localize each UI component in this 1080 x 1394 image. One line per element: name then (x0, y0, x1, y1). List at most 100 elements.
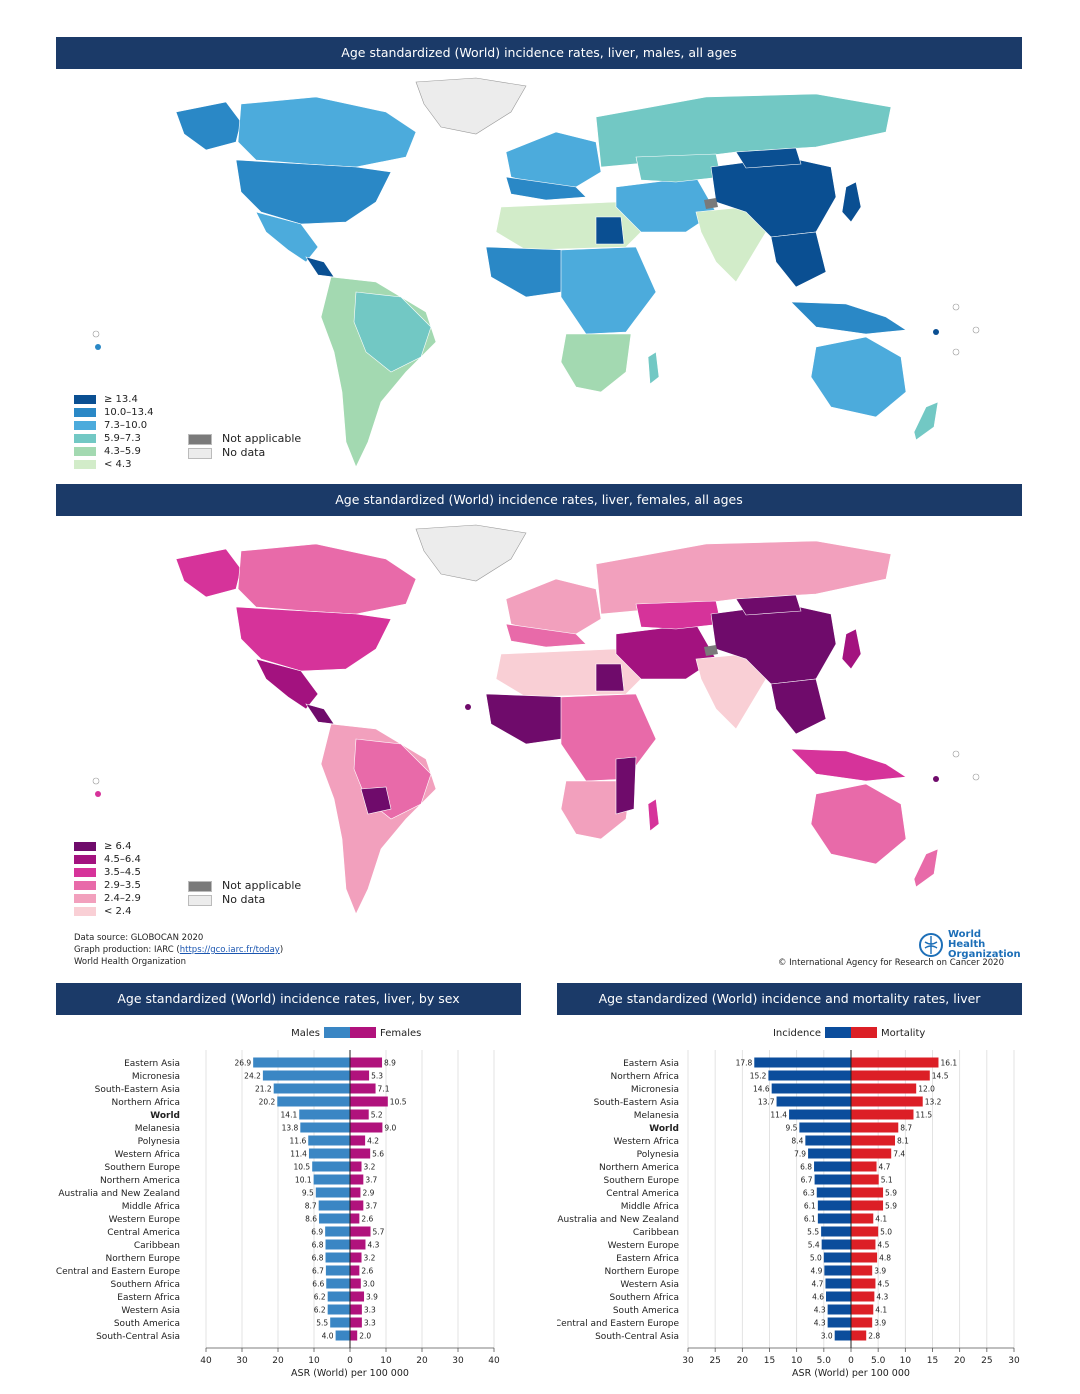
legend-swatch (74, 907, 96, 916)
canada-shape (237, 543, 417, 615)
value-label: 13.2 (925, 1098, 942, 1107)
indonesia-shape (790, 748, 907, 782)
value-label: 3.9 (874, 1267, 886, 1276)
category-label: Northern America (100, 1176, 180, 1186)
value-label: 2.0 (359, 1332, 371, 1341)
value-label: 10.5 (293, 1163, 310, 1172)
central-america-shape (305, 703, 335, 725)
value-label: 10.1 (295, 1176, 312, 1185)
bar-mortality (851, 1317, 873, 1328)
females-world-map (92, 524, 980, 915)
bar-females (350, 1291, 365, 1302)
value-label: 9.0 (384, 1124, 396, 1133)
legend-swatch (74, 894, 96, 903)
australia-shape (810, 336, 907, 418)
legend-item: 5.9–7.3 (74, 432, 154, 445)
bar-males (318, 1200, 350, 1211)
value-label: 8.4 (791, 1137, 803, 1146)
value-label: 9.5 (302, 1189, 314, 1198)
bar-females (350, 1265, 360, 1276)
value-label: 6.8 (312, 1254, 324, 1263)
x-tick-label: 10 (380, 1356, 392, 1366)
bar-incidence (805, 1135, 851, 1146)
value-label: 5.0 (810, 1254, 822, 1263)
bar-males (315, 1187, 350, 1198)
canada-shape (237, 96, 417, 168)
bar-incidence (824, 1265, 851, 1276)
value-label: 2.6 (361, 1215, 373, 1224)
bar-males (277, 1096, 350, 1107)
value-label: 6.2 (314, 1306, 326, 1315)
bar-females (350, 1252, 362, 1263)
brazil-shape (353, 291, 432, 373)
category-label: South-Eastern Asia (594, 1098, 679, 1108)
bar-mortality (851, 1226, 879, 1237)
nodata-swatch (188, 447, 212, 459)
bar-mortality (851, 1096, 923, 1107)
southern-europe-shape (505, 623, 587, 648)
value-label: 10.5 (390, 1098, 407, 1107)
x-tick-label: 10 (900, 1356, 912, 1366)
bar-incidence (834, 1330, 851, 1341)
source-note: Data source: GLOBOCAN 2020 Graph product… (74, 933, 284, 967)
bar-males (312, 1161, 350, 1172)
value-label: 12.0 (918, 1085, 935, 1094)
value-label: 20.2 (259, 1098, 276, 1107)
value-label: 24.2 (244, 1072, 261, 1081)
bar-mortality (851, 1174, 879, 1185)
bar-incidence (768, 1070, 851, 1081)
legend-item: 4.5–6.4 (74, 853, 141, 866)
bar-females (350, 1278, 361, 1289)
category-label: Western Europe (109, 1215, 181, 1225)
bar-males (327, 1291, 350, 1302)
mongolia-shape (735, 147, 802, 169)
bar-females (350, 1226, 371, 1237)
category-label: Melanesia (135, 1124, 180, 1134)
category-label: Australia and New Zealand (58, 1189, 180, 1199)
value-label: 17.8 (736, 1059, 753, 1068)
bar-females (350, 1083, 376, 1094)
legend-item: ≥ 13.4 (74, 393, 154, 406)
bar-mortality (851, 1109, 914, 1120)
value-label: 11.4 (770, 1111, 787, 1120)
males-world-map (92, 77, 980, 468)
legend-item: 2.4–2.9 (74, 892, 141, 905)
value-label: 2.9 (362, 1189, 374, 1198)
category-label: South America (114, 1319, 180, 1329)
value-label: 4.3 (814, 1306, 826, 1315)
value-label: 5.9 (885, 1189, 897, 1198)
category-label: Eastern Africa (117, 1293, 180, 1303)
value-label: 3.7 (365, 1202, 377, 1211)
legend-swatch (74, 868, 96, 877)
category-label: Micronesia (631, 1085, 679, 1095)
bar-incidence (799, 1122, 851, 1133)
x-tick-label: 25 (981, 1356, 992, 1366)
bar-mortality (851, 1070, 930, 1081)
value-label: 4.7 (879, 1163, 891, 1172)
alaska-shape (175, 548, 242, 598)
value-label: 11.4 (290, 1150, 307, 1159)
value-label: 6.8 (312, 1241, 324, 1250)
value-label: 8.7 (900, 1124, 912, 1133)
legend-swatch (74, 855, 96, 864)
se-asia-shape (770, 678, 827, 735)
value-label: 15.2 (750, 1072, 767, 1081)
bar-mortality (851, 1304, 874, 1315)
chart1-title: Age standardized (World) incidence rates… (56, 983, 521, 1015)
bar-males (319, 1213, 350, 1224)
value-label: 5.6 (372, 1150, 384, 1159)
bar-females (350, 1239, 366, 1250)
category-label: South-Central Asia (595, 1332, 679, 1342)
value-label: 6.7 (801, 1176, 813, 1185)
japan-shape (841, 628, 862, 670)
who-emblem-icon (919, 933, 943, 957)
category-label: Polynesia (637, 1150, 679, 1160)
bar-mortality (851, 1135, 896, 1146)
value-label: 6.3 (803, 1189, 815, 1198)
iarc-link[interactable]: https://gco.iarc.fr/today (179, 945, 280, 955)
bar-females (350, 1096, 388, 1107)
bar-mortality (851, 1057, 939, 1068)
legend-item: 3.5–4.5 (74, 866, 141, 879)
na-region (704, 645, 718, 656)
legend-swatch (74, 881, 96, 890)
